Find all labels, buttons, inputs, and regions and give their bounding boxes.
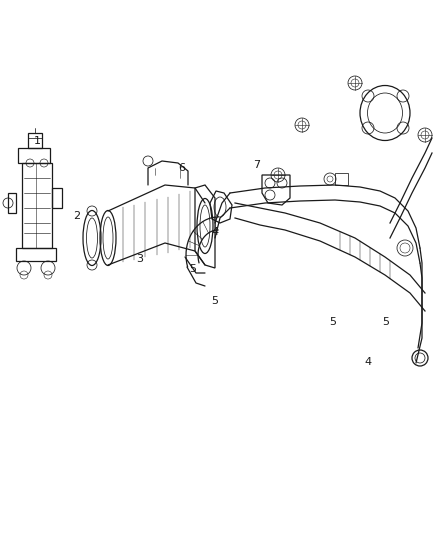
Text: 2: 2 [73, 211, 80, 221]
Text: 5: 5 [211, 296, 218, 306]
Text: 4: 4 [364, 358, 371, 367]
Text: 6: 6 [178, 163, 185, 173]
Text: 1: 1 [34, 136, 41, 146]
Text: 7: 7 [253, 160, 260, 170]
Text: 3: 3 [137, 254, 144, 263]
Text: 5: 5 [189, 264, 196, 274]
Text: 5: 5 [329, 318, 336, 327]
Text: 5: 5 [382, 318, 389, 327]
Text: 4: 4 [211, 227, 218, 237]
